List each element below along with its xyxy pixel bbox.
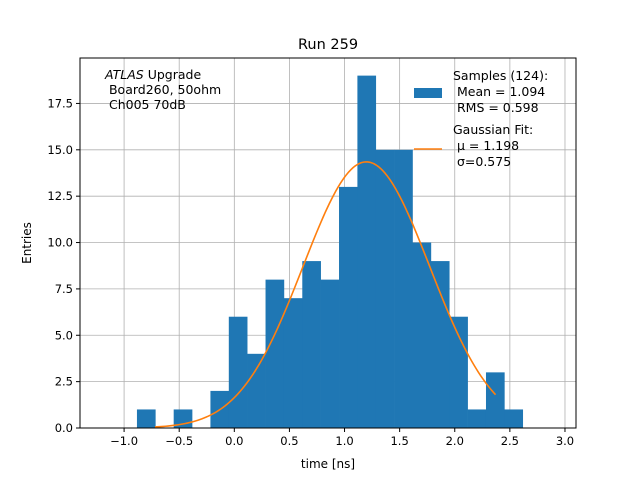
y-tick-label: 15.0 xyxy=(47,143,73,157)
gaussian-fit-line xyxy=(154,161,497,428)
x-tick-label: 0.5 xyxy=(280,434,298,448)
chart-title: Run 259 xyxy=(298,37,358,53)
y-tick-label: 17.5 xyxy=(47,96,73,110)
x-tick-label: 2.0 xyxy=(446,434,464,448)
histogram-bar xyxy=(265,279,285,428)
x-tick-label: 3.0 xyxy=(556,434,574,448)
annotation-line: ATLAS Upgrade xyxy=(104,67,201,82)
annotation-line: Board260, 50ohm xyxy=(105,82,221,97)
histogram-bars xyxy=(136,75,524,428)
histogram-bar xyxy=(394,149,413,428)
y-tick-label: 10.0 xyxy=(47,236,73,250)
histogram-bar xyxy=(485,372,505,428)
x-tick-label: 1.5 xyxy=(390,434,408,448)
legend-label-samples: Samples (124): xyxy=(453,68,548,83)
y-axis-label: Entries xyxy=(20,222,34,264)
legend-label-fit: σ=0.575 xyxy=(453,154,511,169)
histogram-bar xyxy=(504,409,524,428)
histogram-bar xyxy=(467,409,487,428)
y-axis-ticks: 0.0 2.5 5.0 7.5 10.0 12.5 15.0 17.5 xyxy=(47,96,80,435)
x-tick-label: 1.0 xyxy=(335,434,353,448)
histogram-bar xyxy=(228,316,248,428)
histogram-bar xyxy=(302,261,321,428)
histogram-bar xyxy=(449,316,468,428)
histogram-bar xyxy=(430,261,450,428)
histogram-bar xyxy=(339,186,358,428)
histogram-bar xyxy=(320,279,340,428)
x-axis-ticks: −1.0 −0.5 0.0 0.5 1.0 1.5 2.0 2.5 3.0 xyxy=(110,428,574,448)
histogram-bar xyxy=(247,353,266,428)
legend: Samples (124): Mean = 1.094 RMS = 0.598 G… xyxy=(414,68,548,169)
x-tick-label: −1.0 xyxy=(110,434,138,448)
x-axis-label: time [ns] xyxy=(301,457,355,471)
histogram-bar xyxy=(375,149,395,428)
y-tick-label: 2.5 xyxy=(55,375,73,389)
x-tick-label: 0.0 xyxy=(225,434,243,448)
legend-swatch-samples xyxy=(414,88,442,98)
legend-label-fit: Gaussian Fit: xyxy=(453,122,533,137)
y-tick-label: 7.5 xyxy=(55,282,73,296)
legend-label-samples: RMS = 0.598 xyxy=(453,100,539,115)
histogram-bar xyxy=(412,242,432,428)
annotation-text: ATLAS Upgrade Board260, 50ohm Ch005 70dB xyxy=(104,67,221,112)
histogram-bar xyxy=(357,75,377,428)
y-tick-label: 12.5 xyxy=(47,189,73,203)
legend-label-samples: Mean = 1.094 xyxy=(453,84,545,99)
histogram-bar xyxy=(136,409,156,428)
gaussian-fit-curve xyxy=(154,161,497,428)
annotation-line: Ch005 70dB xyxy=(105,97,186,112)
x-tick-label: −0.5 xyxy=(165,434,193,448)
y-tick-label: 0.0 xyxy=(55,421,73,435)
y-tick-label: 5.0 xyxy=(55,328,73,342)
x-tick-label: 2.5 xyxy=(501,434,519,448)
histogram-bar xyxy=(283,298,303,428)
legend-label-fit: μ = 1.198 xyxy=(453,138,519,153)
